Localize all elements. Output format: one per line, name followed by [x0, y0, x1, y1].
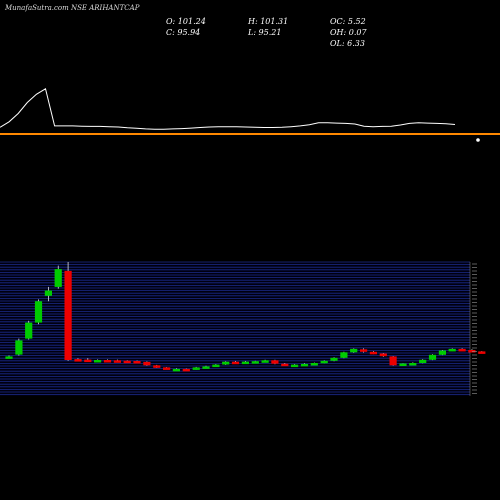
candle-body — [261, 360, 269, 363]
price-grid — [0, 261, 471, 396]
candle-body — [478, 351, 486, 354]
indicator-panel — [0, 88, 456, 130]
open-value: O: 101.24 — [166, 17, 206, 26]
candle-body — [153, 365, 161, 368]
oh-value: OH: 0.07 — [330, 28, 367, 37]
candle-body — [251, 361, 259, 364]
candle-body — [291, 364, 299, 368]
candle-body — [281, 363, 289, 367]
candle-body — [133, 361, 141, 364]
candle-body — [192, 367, 200, 370]
candle-body — [448, 348, 456, 352]
candle-body — [241, 361, 249, 365]
low-value: L: 95.21 — [248, 28, 282, 37]
candle-body — [409, 363, 417, 366]
marker-dot — [476, 138, 480, 142]
candle-body — [172, 368, 180, 372]
candle-body — [320, 360, 328, 364]
candle-body — [438, 350, 446, 355]
candle-body — [123, 360, 131, 364]
candle-body — [369, 351, 377, 355]
candle-body — [202, 366, 210, 369]
candle-body — [379, 353, 387, 357]
candle-body — [222, 361, 230, 365]
candle-body — [231, 361, 240, 365]
candle-body — [94, 360, 102, 363]
high-value: H: 101.31 — [248, 17, 289, 26]
candle-body — [103, 360, 112, 363]
candle-body — [15, 340, 23, 355]
candles — [5, 262, 486, 372]
ol-value: OL: 6.33 — [330, 39, 365, 48]
candle-body — [44, 290, 52, 296]
candle-body — [25, 322, 33, 339]
candle-body — [182, 368, 190, 372]
candle-body — [399, 363, 407, 366]
candle-body — [330, 357, 338, 361]
candle-body — [389, 356, 397, 366]
candle-body — [54, 269, 62, 287]
candle-body — [468, 350, 476, 353]
candle-body — [34, 301, 43, 323]
candle-body — [163, 367, 171, 370]
candle-body — [458, 348, 466, 352]
candle-body — [64, 270, 72, 360]
candle-body — [428, 354, 437, 360]
candle-body — [419, 359, 427, 363]
candle-body — [350, 348, 358, 353]
oc-value: OC: 5.52 — [330, 17, 366, 26]
candle-body — [340, 352, 348, 358]
candle-body — [84, 359, 92, 363]
candle-body — [310, 363, 318, 366]
candle-body — [143, 361, 151, 366]
candle-body — [271, 360, 279, 364]
indicator-line — [0, 88, 456, 130]
y-axis — [472, 263, 477, 394]
candle-body — [300, 363, 309, 367]
candle-body — [212, 364, 220, 368]
candle-body — [360, 349, 368, 352]
chart-title: MunafaSutra.com NSE ARIHANTCAP — [5, 4, 140, 12]
candle-body — [5, 356, 13, 359]
close-value: C: 95.94 — [166, 28, 201, 37]
candle-body — [113, 360, 121, 363]
candle-body — [74, 359, 82, 362]
